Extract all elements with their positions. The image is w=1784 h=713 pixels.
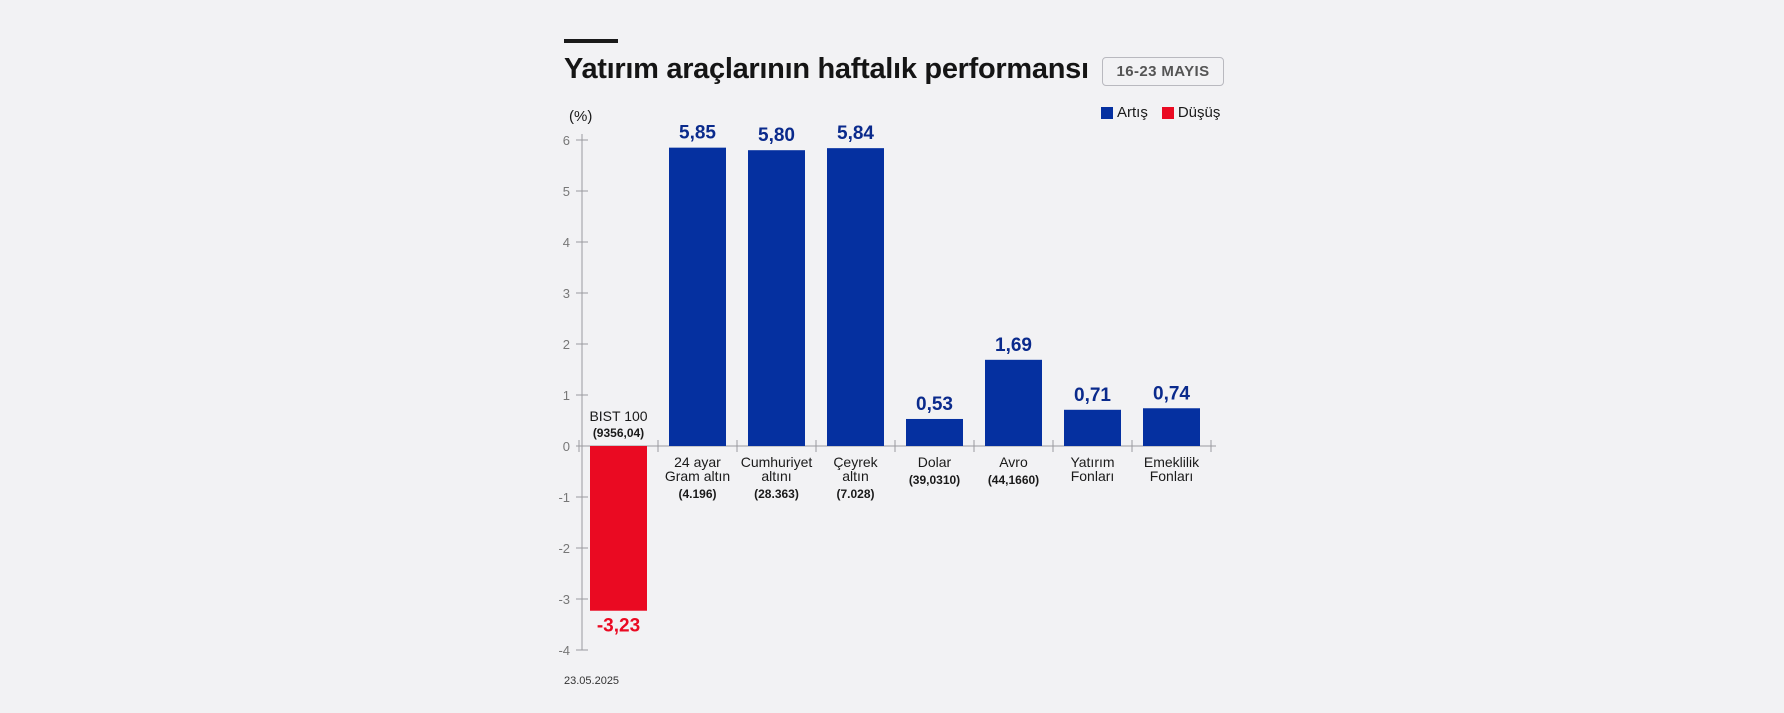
bar-value-label: 1,69 <box>995 335 1032 356</box>
category-label: Avro <box>999 454 1028 470</box>
footer-date: 23.05.2025 <box>564 675 620 687</box>
legend-label-decrease: Düşüş <box>1177 104 1221 121</box>
bar-value-label: -3,23 <box>597 616 640 637</box>
y-tick-label: 3 <box>563 286 570 301</box>
title-accent-line <box>564 39 618 43</box>
date-range-badge: 16-23 MAYIS <box>1102 57 1224 86</box>
legend-item-decrease: Düşüş <box>1161 104 1221 121</box>
chart-title: Yatırım araçlarının haftalık performansı <box>564 53 1089 85</box>
legend-swatch-decrease <box>1161 106 1174 119</box>
y-tick-label: 5 <box>563 184 570 199</box>
y-tick-label: 6 <box>563 133 570 148</box>
category-label: Dolar <box>918 454 952 470</box>
bar-value-label: 5,84 <box>837 123 874 144</box>
y-tick-label: 1 <box>563 388 570 403</box>
y-tick-label: 2 <box>563 337 570 352</box>
category-label: Cumhuriyet <box>741 454 813 470</box>
legend: Artış Düşüş <box>1101 104 1220 121</box>
bar <box>669 147 726 446</box>
category-label: 24 ayar <box>674 454 721 470</box>
category-label: Fonları <box>1071 468 1115 484</box>
bar <box>827 148 884 446</box>
y-axis-unit-label: (%) <box>569 108 593 125</box>
bar-value-label: 0,74 <box>1153 383 1190 404</box>
y-tick-label: 0 <box>563 439 570 454</box>
bar-value-label: 5,80 <box>758 125 795 146</box>
bar-value-label: 0,53 <box>916 394 953 415</box>
category-label: Çeyrek <box>833 454 878 470</box>
category-label: altını <box>761 468 791 484</box>
category-sub-label: (9356,04) <box>593 426 644 440</box>
bar <box>906 418 963 446</box>
category-sub-label: (4.196) <box>678 487 716 501</box>
category-sub-label: (44,1660) <box>988 473 1039 487</box>
y-tick-label: -1 <box>558 490 570 505</box>
legend-label-increase: Artış <box>1117 104 1148 121</box>
y-tick-label: -2 <box>558 541 570 556</box>
category-label: Gram altın <box>665 468 730 484</box>
bar <box>1143 408 1200 446</box>
bar <box>985 359 1042 446</box>
category-sub-label: (28.363) <box>754 487 799 501</box>
category-sub-label: (7.028) <box>836 487 874 501</box>
y-tick-label: -3 <box>558 592 570 607</box>
category-label: BIST 100 <box>589 408 647 424</box>
category-label: Fonları <box>1150 468 1194 484</box>
bar <box>590 446 647 611</box>
category-sub-label: (39,0310) <box>909 473 960 487</box>
bar-value-label: 5,85 <box>679 123 716 144</box>
legend-item-increase: Artış <box>1101 104 1148 121</box>
bar <box>748 150 805 446</box>
bar-value-label: 0,71 <box>1074 385 1111 406</box>
legend-swatch-increase <box>1101 106 1113 119</box>
bar <box>1064 409 1121 446</box>
y-tick-label: 4 <box>563 235 570 250</box>
y-tick-label: -4 <box>558 643 570 658</box>
category-label: Yatırım <box>1070 454 1114 470</box>
category-label: altın <box>842 468 868 484</box>
category-label: Emeklilik <box>1144 454 1200 470</box>
